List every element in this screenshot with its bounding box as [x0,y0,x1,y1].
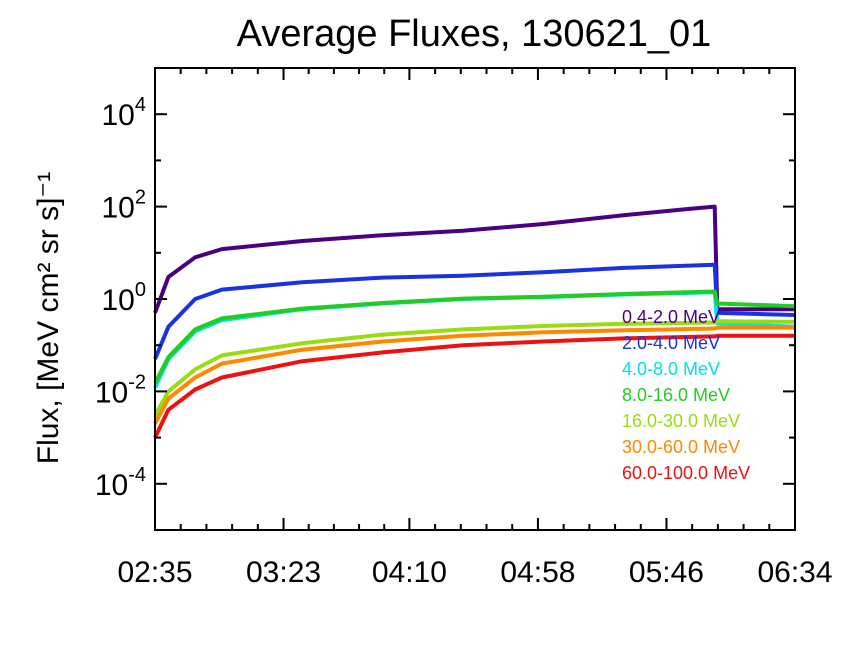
y-tick-label: 10-4 [95,464,146,502]
x-tick-label: 05:46 [629,556,704,589]
legend-entry-7: 60.0-100.0 MeV [622,463,750,483]
series-line-4 [153,289,796,385]
series-line-1 [153,204,795,314]
y-tick-label: 102 [102,187,147,225]
legend-entry-3: 4.0-8.0 MeV [622,359,720,379]
series-line-2 [153,262,796,360]
x-tick-label: 06:34 [757,556,832,589]
series-line-7 [153,333,795,439]
y-tick-label: 100 [102,279,147,317]
y-axis-label: Flux, [MeV cm² sr s]⁻¹ [32,172,65,465]
chart-title: Average Fluxes, 130621_01 [237,13,712,55]
legend-entry-1: 0.4-2.0 MeV [622,307,720,327]
tick-layer: 02:35 03:23 04:10 04:58 05:46 06:34 10-4 10-2 10… [95,67,833,589]
legend-entry-5: 16.0-30.0 MeV [622,411,740,431]
x-tick-label: 02:35 [117,556,192,589]
x-tick-label: 04:58 [500,556,575,589]
y-tick-label: 104 [102,94,147,132]
x-tick-label: 04:10 [372,556,447,589]
legend-entry-6: 30.0-60.0 MeV [622,437,740,457]
series-layer [153,204,796,439]
y-tick-label: 10-2 [95,371,146,409]
plot-frame [154,67,796,531]
legend: 0.4-2.0 MeV 2.0-4.0 MeV 4.0-8.0 MeV 8.0-16.… [622,307,750,483]
legend-entry-4: 8.0-16.0 MeV [622,385,730,405]
series-line-6 [153,325,795,425]
series-line-5 [153,319,796,417]
legend-entry-2: 2.0-4.0 MeV [622,333,720,353]
x-tick-label: 03:23 [246,556,321,589]
